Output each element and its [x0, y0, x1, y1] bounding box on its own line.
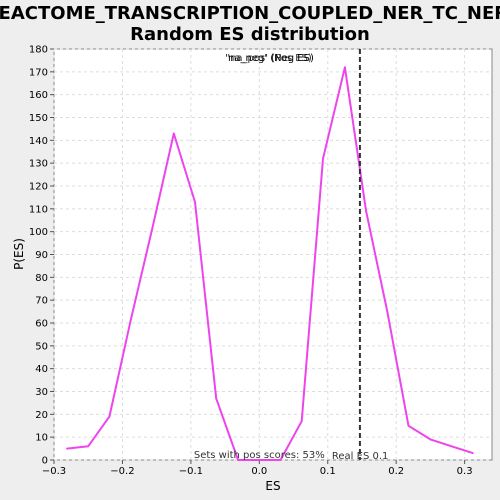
y-tick-label: 50	[35, 341, 48, 352]
data-point	[129, 319, 132, 322]
chart-title-line2: Random ES distribution	[130, 24, 370, 45]
data-point	[172, 132, 175, 135]
data-point	[108, 415, 111, 418]
y-tick-label: 100	[29, 227, 48, 238]
data-point	[322, 157, 324, 160]
y-tick-label: 20	[35, 410, 48, 421]
data-point	[258, 459, 261, 461]
x-tick-label: −0.1	[179, 466, 203, 477]
y-tick-label: 180	[29, 45, 48, 56]
data-point	[471, 452, 474, 455]
data-point	[407, 424, 410, 427]
y-tick-label: 120	[29, 182, 48, 193]
y-tick-label: 150	[29, 113, 48, 124]
y-tick-label: 130	[29, 159, 48, 170]
y-tick-label: 160	[29, 90, 48, 101]
data-point	[386, 310, 389, 313]
y-tick-label: 170	[29, 67, 48, 78]
data-point	[194, 201, 196, 203]
y-axis-label: P(ES)	[12, 238, 26, 270]
real-es-label: Real ES 0.1	[332, 451, 388, 462]
y-tick-label: 90	[35, 250, 48, 261]
es-distribution-line	[66, 66, 474, 461]
y-tick-label: 80	[35, 273, 48, 284]
x-axis-ticks: −0.3 −0.2 −0.1 0.0 0.1 0.2 0.3	[42, 460, 473, 477]
y-tick-label: 110	[29, 204, 48, 215]
pos-score-note: Sets with pos scores: 53%	[194, 450, 325, 461]
y-tick-label: 70	[35, 296, 48, 307]
data-point	[429, 438, 432, 441]
x-tick-label: −0.2	[110, 466, 134, 477]
data-point	[66, 447, 68, 450]
x-tick-label: 0.3	[457, 466, 473, 477]
legend-neg-label: 'na_neg' (Neg ES)	[225, 53, 314, 64]
y-tick-label: 30	[35, 387, 48, 398]
y-tick-label: 0	[42, 456, 48, 467]
y-tick-label: 60	[35, 319, 48, 330]
data-point	[300, 420, 303, 423]
legend-pos-label: 'na_pos' (Pos ES)	[227, 53, 312, 64]
data-point	[343, 66, 346, 69]
y-tick-label: 140	[29, 136, 48, 147]
x-tick-label: 0.2	[388, 466, 404, 477]
data-point	[237, 459, 239, 461]
x-tick-label: −0.3	[42, 466, 66, 477]
data-point	[87, 445, 90, 448]
data-point	[215, 397, 218, 400]
data-point	[151, 226, 154, 229]
y-tick-label: 40	[35, 364, 48, 375]
data-point	[279, 459, 282, 461]
series-group	[66, 66, 474, 461]
y-axis-ticks: 0 10 20 30 40 50 60 70 80 90 100 110 120 130 140 150 160…	[29, 45, 54, 467]
x-tick-label: 0.1	[320, 466, 336, 477]
x-tick-label: 0.0	[251, 466, 267, 477]
data-point	[365, 210, 367, 213]
y-tick-label: 10	[35, 433, 48, 444]
chart-title-line1: REACTOME_TRANSCRIPTION_COUPLED_NER_TC_NE…	[0, 3, 500, 24]
data-point	[450, 445, 453, 448]
x-axis-label: ES	[265, 479, 280, 493]
